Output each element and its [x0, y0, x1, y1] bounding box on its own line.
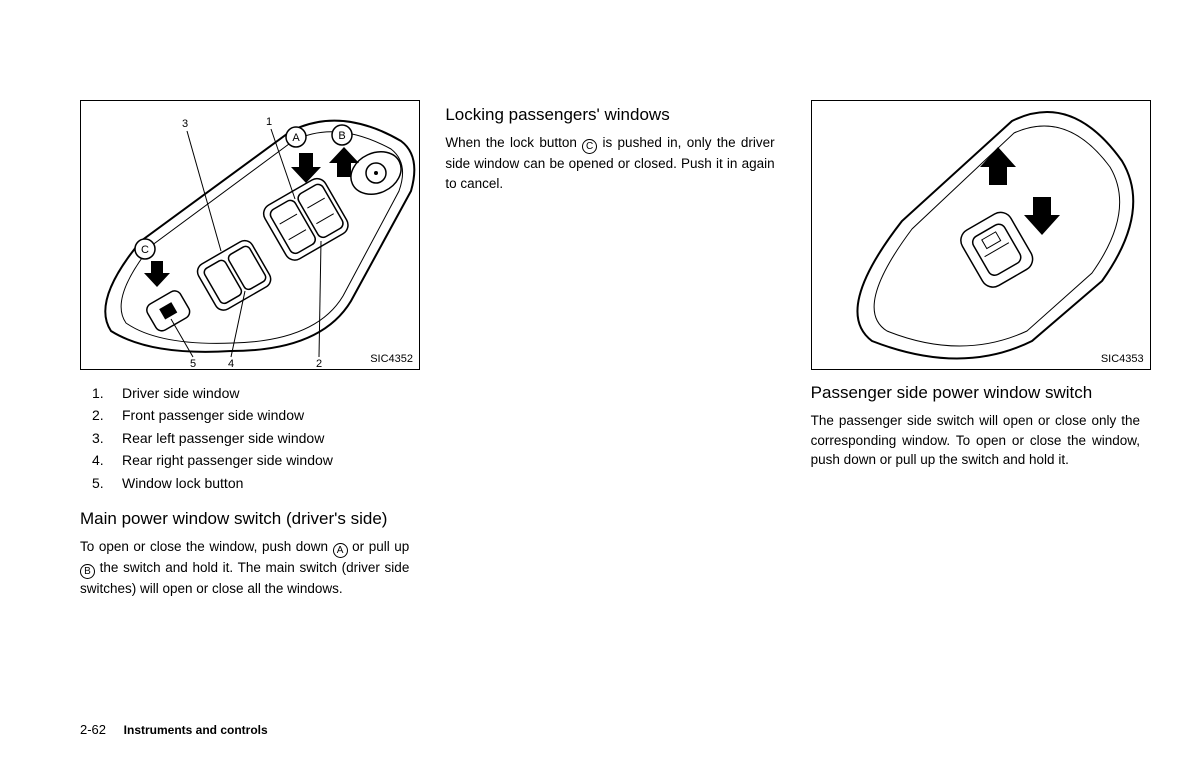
- svg-text:B: B: [338, 130, 345, 142]
- callout-b-icon: B: [80, 564, 95, 579]
- legend-list: 1.Driver side window 2.Front passenger s…: [92, 382, 409, 494]
- svg-text:C: C: [141, 244, 149, 256]
- svg-text:1: 1: [266, 116, 272, 128]
- column-1: A B C 1 2 3 4 5 SIC4352 1.Driver side wi…: [80, 100, 409, 599]
- page-footer: 2-62 Instruments and controls: [80, 722, 268, 737]
- para-locking: When the lock button C is pushed in, onl…: [445, 133, 774, 193]
- svg-text:4: 4: [228, 358, 234, 370]
- section-title: Instruments and controls: [124, 723, 268, 737]
- figure-passenger-switch: SIC4353: [811, 100, 1151, 370]
- para-main-switch: To open or close the window, push down A…: [80, 537, 409, 599]
- svg-text:5: 5: [190, 358, 196, 370]
- column-2: Locking passengers' windows When the loc…: [445, 100, 774, 599]
- figure-main-switch: A B C 1 2 3 4 5 SIC4352: [80, 100, 420, 370]
- callout-a-icon: A: [333, 543, 348, 558]
- column-3: SIC4353 Passenger side power window swit…: [811, 100, 1140, 599]
- para-passenger: The passenger side switch will open or c…: [811, 411, 1140, 470]
- figure-code-1: SIC4352: [370, 353, 413, 365]
- heading-locking: Locking passengers' windows: [445, 104, 774, 125]
- heading-main-switch: Main power window switch (driver's side): [80, 508, 409, 529]
- svg-text:3: 3: [182, 118, 188, 130]
- page-content: A B C 1 2 3 4 5 SIC4352 1.Driver side wi…: [0, 0, 1200, 619]
- svg-text:A: A: [292, 132, 300, 144]
- svg-text:2: 2: [316, 358, 322, 370]
- page-number: 2-62: [80, 722, 106, 737]
- figure-code-2: SIC4353: [1101, 353, 1144, 365]
- heading-passenger: Passenger side power window switch: [811, 382, 1140, 403]
- callout-c-icon: C: [582, 139, 597, 154]
